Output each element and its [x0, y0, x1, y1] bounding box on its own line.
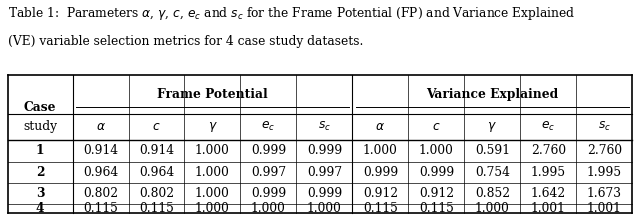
Text: 0.912: 0.912	[363, 187, 398, 200]
Text: 1.000: 1.000	[195, 202, 230, 215]
Text: 0.914: 0.914	[139, 144, 174, 157]
Text: 0.115: 0.115	[83, 202, 118, 215]
Text: 1.001: 1.001	[587, 202, 622, 215]
Text: $c$: $c$	[432, 120, 441, 133]
Text: 0.997: 0.997	[251, 166, 286, 179]
Text: 0.964: 0.964	[83, 166, 118, 179]
Text: 0.754: 0.754	[475, 166, 510, 179]
Text: 0.999: 0.999	[363, 166, 398, 179]
Text: 0.999: 0.999	[307, 144, 342, 157]
Text: 2.760: 2.760	[531, 144, 566, 157]
Text: 1.000: 1.000	[307, 202, 342, 215]
Text: 0.802: 0.802	[139, 187, 174, 200]
Text: 1.000: 1.000	[475, 202, 510, 215]
Text: 4: 4	[36, 202, 44, 215]
Text: 1: 1	[36, 144, 44, 157]
Text: 0.852: 0.852	[475, 187, 510, 200]
Text: 3: 3	[36, 187, 44, 200]
Text: Frame Potential: Frame Potential	[157, 88, 268, 101]
Text: (VE) variable selection metrics for 4 case study datasets.: (VE) variable selection metrics for 4 ca…	[8, 35, 363, 48]
Text: 1.673: 1.673	[587, 187, 622, 200]
Text: $\alpha$: $\alpha$	[95, 120, 106, 133]
Text: 0.999: 0.999	[307, 187, 342, 200]
Text: 0.912: 0.912	[419, 187, 454, 200]
Text: 0.997: 0.997	[307, 166, 342, 179]
Text: 1.995: 1.995	[531, 166, 566, 179]
Text: 0.964: 0.964	[139, 166, 174, 179]
Text: 1.000: 1.000	[419, 144, 454, 157]
Text: 0.115: 0.115	[139, 202, 174, 215]
Text: 0.999: 0.999	[419, 166, 454, 179]
Text: $e_c$: $e_c$	[261, 120, 275, 133]
Text: 0.914: 0.914	[83, 144, 118, 157]
Text: study: study	[23, 120, 57, 133]
Text: 1.000: 1.000	[195, 144, 230, 157]
Text: 0.115: 0.115	[419, 202, 454, 215]
Text: $s_c$: $s_c$	[598, 120, 611, 133]
Text: Case: Case	[24, 101, 56, 114]
Text: 0.999: 0.999	[251, 144, 286, 157]
Text: 0.591: 0.591	[475, 144, 510, 157]
Text: 2: 2	[36, 166, 44, 179]
Text: Table 1:  Parameters $\alpha$, $\gamma$, $c$, $e_c$ and $s_c$ for the Frame Pote: Table 1: Parameters $\alpha$, $\gamma$, …	[8, 5, 575, 22]
Text: 1.995: 1.995	[587, 166, 622, 179]
Text: $e_c$: $e_c$	[541, 120, 556, 133]
Text: Variance Explained: Variance Explained	[426, 88, 559, 101]
Text: 2.760: 2.760	[587, 144, 622, 157]
Text: 1.000: 1.000	[363, 144, 398, 157]
Text: 1.642: 1.642	[531, 187, 566, 200]
Text: 0.999: 0.999	[251, 187, 286, 200]
Text: 1.000: 1.000	[195, 187, 230, 200]
Text: 1.001: 1.001	[531, 202, 566, 215]
Text: 0.115: 0.115	[363, 202, 398, 215]
Text: 1.000: 1.000	[195, 166, 230, 179]
Text: $\gamma$: $\gamma$	[488, 120, 497, 134]
Text: 0.802: 0.802	[83, 187, 118, 200]
Text: $s_c$: $s_c$	[318, 120, 331, 133]
Text: 1.000: 1.000	[251, 202, 286, 215]
Text: $c$: $c$	[152, 120, 161, 133]
Text: $\gamma$: $\gamma$	[207, 120, 218, 134]
Text: $\alpha$: $\alpha$	[376, 120, 385, 133]
